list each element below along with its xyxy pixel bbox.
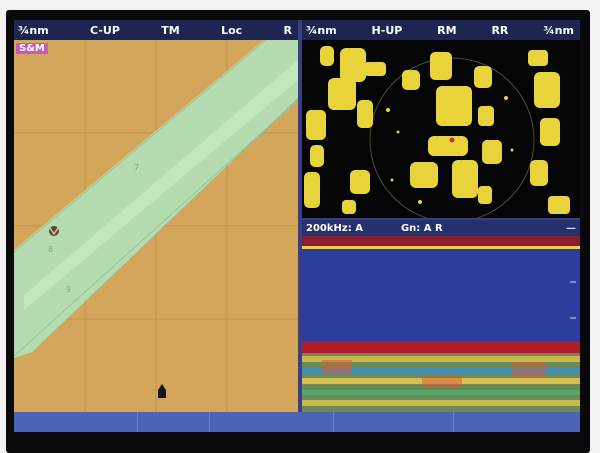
depth-contour: [14, 99, 298, 357]
radar-range-right-button[interactable]: ¾nm: [543, 23, 574, 37]
chart-panel-header: ¾nm C-UP TM Loc R: [14, 20, 298, 40]
surface-band: [302, 236, 580, 246]
sonar-water: [302, 249, 580, 341]
sonar-gain-label[interactable]: Gn: A R: [400, 222, 443, 234]
chart-r-button[interactable]: R: [283, 23, 292, 37]
chart-sounding: 9: [66, 285, 71, 294]
radar-image: [304, 46, 570, 218]
chart-orientation-button[interactable]: C-UP: [90, 23, 120, 37]
radar-noise: [386, 96, 514, 204]
chart-motion-button[interactable]: TM: [161, 23, 180, 37]
softkey-3[interactable]: [210, 412, 334, 432]
buoy-icon[interactable]: [49, 226, 59, 236]
chart-sounding: 7: [134, 163, 139, 172]
sonar-frequency-label[interactable]: 200kHz: A: [306, 222, 363, 234]
chart-loc-button[interactable]: Loc: [221, 23, 243, 37]
sonar-header: 200kHz: A Gn: A R —: [302, 220, 580, 236]
radar-rr-button[interactable]: RR: [491, 23, 509, 37]
radar-range-button[interactable]: ¾nm: [306, 23, 337, 37]
surface-line: [302, 246, 580, 249]
boat-icon[interactable]: [158, 384, 166, 398]
softkey-4[interactable]: [334, 412, 454, 432]
channel-inner-band: [24, 60, 298, 310]
sonar-indicator: —: [566, 222, 576, 234]
radar-view[interactable]: [302, 40, 580, 218]
display-screen: ¾nm C-UP TM Loc R ¾nm H-UP RM RR ¾nm: [14, 20, 580, 432]
sonar-view[interactable]: 200kHz: A Gn: A R —: [302, 220, 580, 412]
radar-panel-header: ¾nm H-UP RM RR ¾nm: [302, 20, 580, 40]
status-bar: [14, 412, 580, 432]
radar-rm-button[interactable]: RM: [437, 23, 457, 37]
chart-range-button[interactable]: ¾nm: [18, 23, 49, 37]
sonar-image: [302, 236, 580, 412]
chart-sounding: 8: [48, 245, 53, 254]
depth-contour: [14, 40, 267, 253]
own-ship-marker: [449, 137, 455, 143]
softkey-5[interactable]: [454, 412, 580, 432]
seabed-texture: [302, 356, 580, 406]
seabed-band: [302, 341, 580, 353]
chart-map: 8 9 7: [14, 40, 298, 412]
chart-plotter-view[interactable]: 8 9 7 S&M: [14, 40, 298, 412]
radar-orientation-button[interactable]: H-UP: [371, 23, 403, 37]
radar-echoes: [304, 46, 570, 214]
softkey-2[interactable]: [138, 412, 210, 432]
chart-mode-tag: S&M: [16, 43, 48, 54]
softkey-1[interactable]: [14, 412, 138, 432]
